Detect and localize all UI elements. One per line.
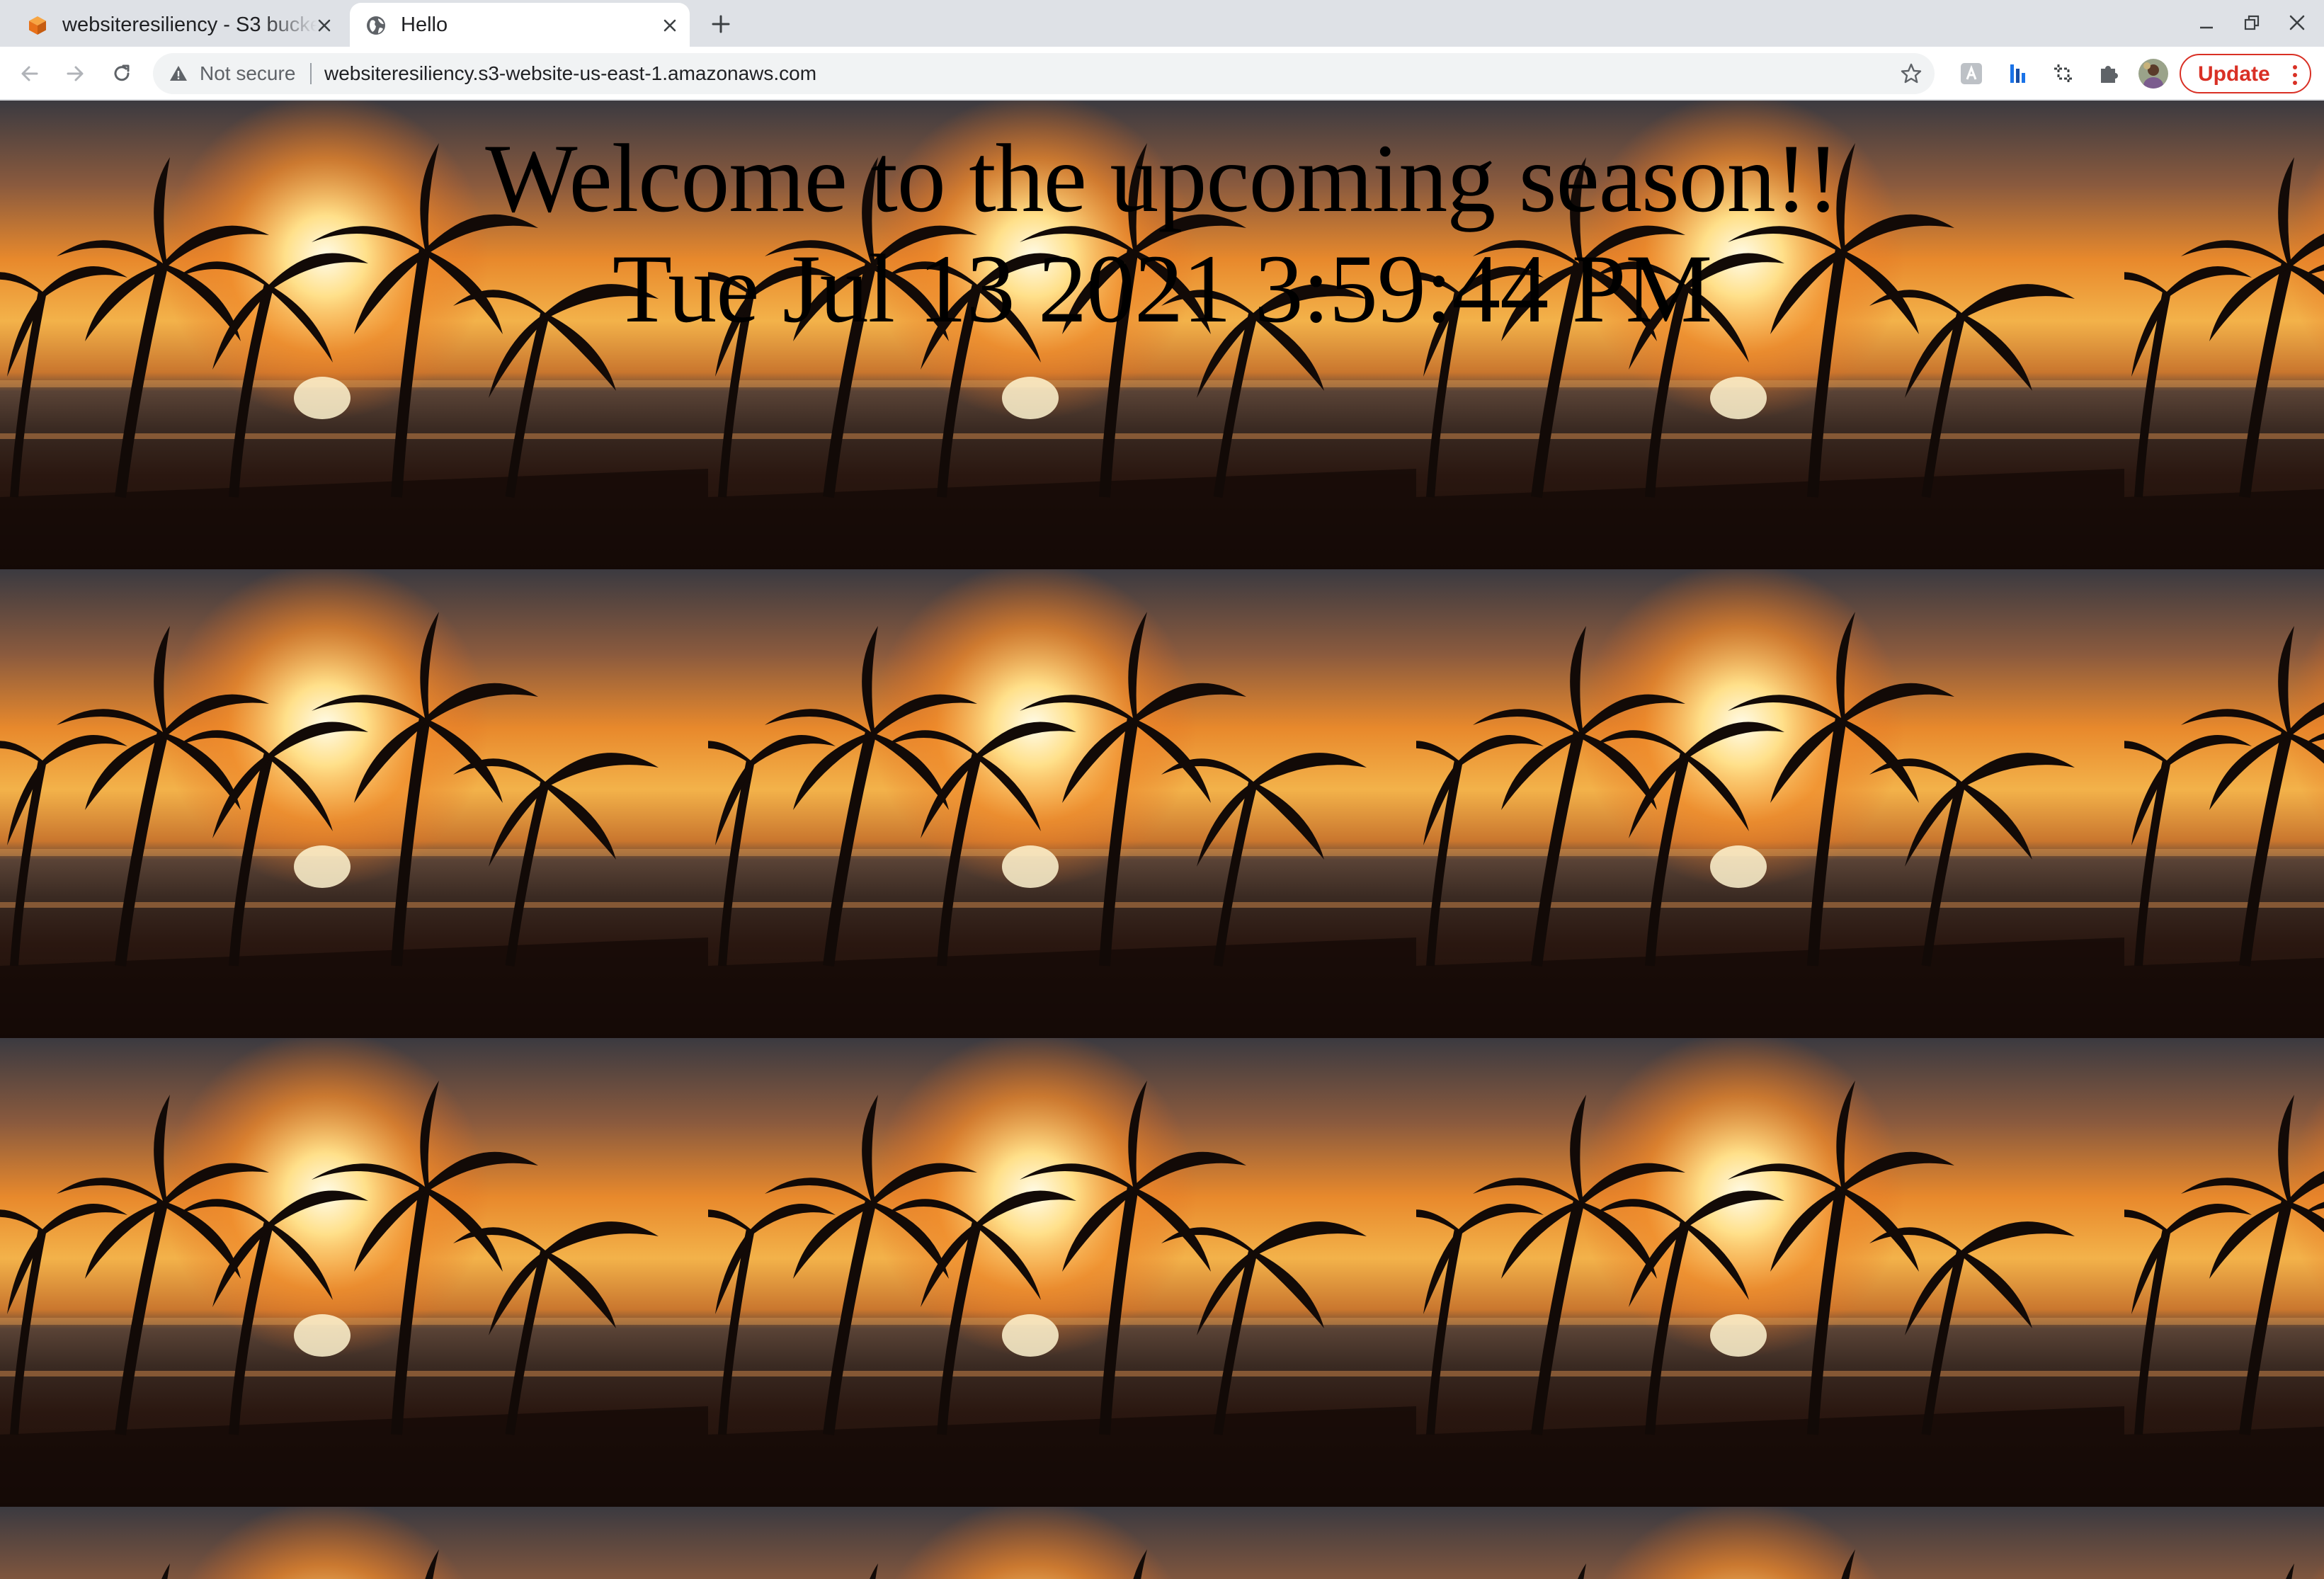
restore-icon (2244, 15, 2260, 30)
extension-crop-button[interactable] (2049, 59, 2078, 88)
palm-sunset-tile (0, 1507, 708, 1579)
extension-a-icon (1961, 63, 1982, 84)
update-button[interactable]: Update (2180, 54, 2311, 93)
close-icon (663, 19, 676, 32)
warning-icon[interactable] (169, 64, 188, 84)
browser-toolbar: Not secure websiteresiliency.s3-website-… (0, 47, 2324, 101)
new-tab-button[interactable] (707, 10, 735, 38)
palm-sunset-tile (708, 569, 1416, 1038)
avatar-photo-icon (2138, 59, 2168, 89)
security-label[interactable]: Not secure (200, 62, 296, 84)
palm-sunset-tile (708, 1038, 1416, 1507)
star-icon (1901, 63, 1922, 84)
aws-s3-cube-icon (29, 16, 46, 35)
reload-button[interactable] (106, 58, 137, 89)
address-bar[interactable]: Not secure websiteresiliency.s3-website-… (153, 53, 1935, 94)
plus-icon (712, 15, 730, 33)
palm-sunset-tile (708, 1507, 1416, 1579)
palm-sunset-tile (1416, 569, 2124, 1038)
tab-s3-bucket[interactable]: websiteresiliency - S3 bucket (11, 3, 344, 47)
close-tab-button[interactable] (659, 14, 681, 37)
update-label: Update (2198, 62, 2270, 86)
vertical-dots-icon (2293, 65, 2297, 85)
reload-icon (114, 64, 130, 81)
extension-crop-icon (2054, 64, 2073, 83)
bookmark-button[interactable] (1898, 60, 1925, 87)
page-headline: Welcome to the upcoming season!! (485, 124, 1839, 232)
tab-strip: websiteresiliency - S3 bucket Hello (0, 0, 2324, 47)
tab-title: websiteresiliency - S3 bucket (62, 13, 317, 36)
profile-avatar[interactable] (2138, 59, 2168, 89)
web-page: Welcome to the upcoming season!! Tue Jul… (0, 101, 2324, 1579)
forward-button[interactable] (59, 58, 91, 89)
close-tab-button[interactable] (313, 14, 336, 37)
restore-button[interactable] (2238, 8, 2266, 37)
extension-bars-icon (2010, 64, 2025, 83)
palm-sunset-tile (2124, 569, 2324, 1038)
palm-sunset-tile (2124, 1038, 2324, 1507)
minimize-icon (2200, 26, 2213, 29)
close-icon (2289, 15, 2305, 30)
minimize-button[interactable] (2192, 8, 2221, 37)
tab-title: Hello (401, 13, 448, 36)
palm-sunset-tile (2124, 1507, 2324, 1579)
puzzle-icon (2101, 66, 2118, 83)
arrow-right-icon (67, 66, 84, 81)
globe-icon (367, 16, 385, 35)
extension-a-button[interactable] (1957, 59, 1986, 88)
palm-sunset-tile (1416, 1507, 2124, 1579)
omnibox-divider (310, 63, 312, 84)
close-icon (318, 19, 331, 32)
arrow-left-icon (21, 66, 38, 81)
palm-sunset-tile (1416, 1038, 2124, 1507)
url-text[interactable]: websiteresiliency.s3-website-us-east-1.a… (324, 62, 817, 84)
extension-bars-button[interactable] (2004, 59, 2032, 88)
close-window-button[interactable] (2283, 8, 2311, 37)
page-datetime: Tue Jul 13 2021 3:59:44 PM (612, 234, 1712, 343)
tab-hello[interactable]: Hello (350, 3, 690, 47)
back-button[interactable] (14, 58, 45, 89)
extensions-button[interactable] (2095, 59, 2123, 88)
palm-sunset-tile (0, 569, 708, 1038)
palm-sunset-tile (0, 1038, 708, 1507)
